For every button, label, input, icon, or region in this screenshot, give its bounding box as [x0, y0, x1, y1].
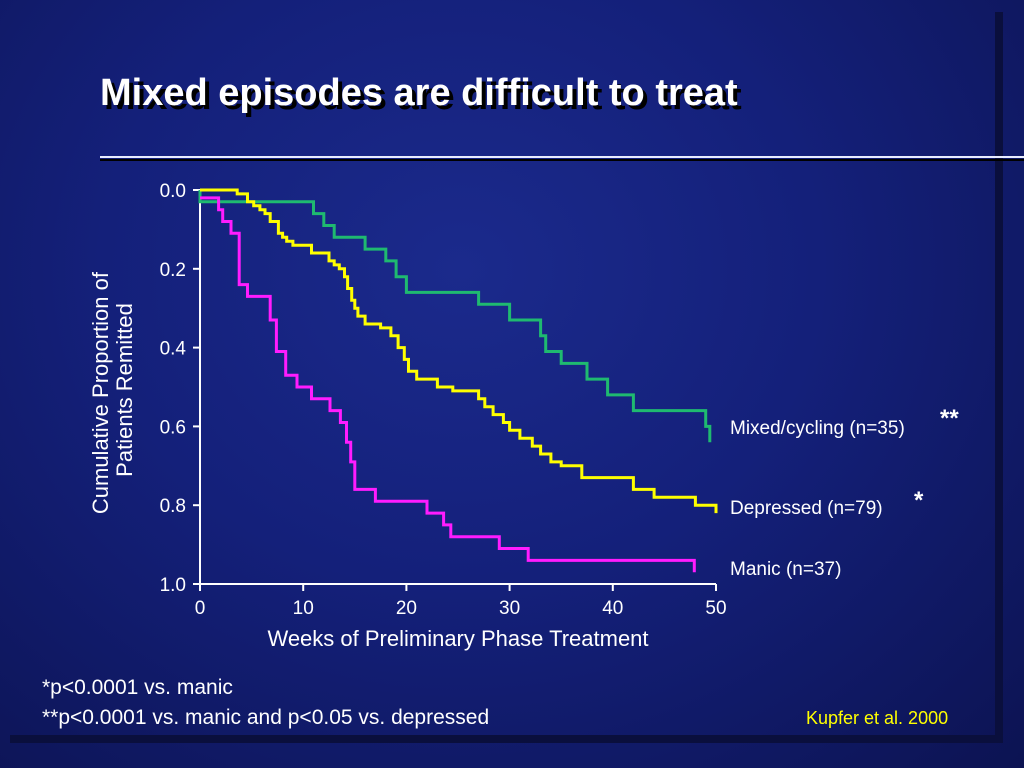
- footnote-2: **p<0.0001 vs. manic and p<0.05 vs. depr…: [42, 706, 490, 729]
- y-axis: 0.0 0.2 0.4 0.6 0.8 1.0: [160, 181, 201, 596]
- slide-title: Mixed episodes are difficult to treat: [100, 72, 738, 114]
- y-tick-label: 1.0: [160, 575, 186, 596]
- significance-marker-depressed: *: [914, 487, 924, 514]
- x-tick-label: 0: [195, 598, 206, 619]
- title-underline: [100, 156, 1024, 158]
- series-labels: Mixed/cycling (n=35) ** Depressed (n=79) * M…: [730, 405, 959, 580]
- y-axis-title-line-1: Cumulative Proportion of: [88, 271, 113, 514]
- x-tick-label: 10: [293, 598, 314, 619]
- x-tick-label: 40: [602, 598, 623, 619]
- y-tick-label: 0.2: [160, 260, 186, 281]
- x-axis: 0 10 20 30 40 50: [195, 583, 727, 619]
- y-axis-title-line-2: Patients Remitted: [112, 303, 137, 477]
- y-tick-label: 0.4: [160, 339, 187, 360]
- x-axis-title: Weeks of Preliminary Phase Treatment: [267, 626, 648, 651]
- series-label-manic: Manic (n=37): [730, 559, 841, 580]
- x-tick-label: 30: [499, 598, 520, 619]
- y-tick-label: 0.8: [160, 496, 186, 517]
- x-tick-label: 20: [396, 598, 417, 619]
- y-tick-label: 0.0: [160, 181, 186, 202]
- series-label-depressed: Depressed (n=79): [730, 498, 883, 519]
- citation: Kupfer et al. 2000: [806, 708, 949, 728]
- footnote-1: *p<0.0001 vs. manic: [42, 676, 233, 699]
- series-line-depressed: [200, 188, 718, 514]
- series-label-mixedcycling: Mixed/cycling (n=35): [730, 418, 905, 439]
- y-axis-title: Cumulative Proportion of Patients Remitt…: [88, 266, 137, 514]
- series-lines: [198, 188, 718, 573]
- series-line-mixedcycling: [198, 190, 712, 443]
- y-tick-label: 0.6: [160, 417, 186, 438]
- significance-marker-mixedcycling: **: [940, 405, 959, 432]
- series-line-manic: [200, 196, 696, 573]
- x-tick-label: 50: [705, 598, 726, 619]
